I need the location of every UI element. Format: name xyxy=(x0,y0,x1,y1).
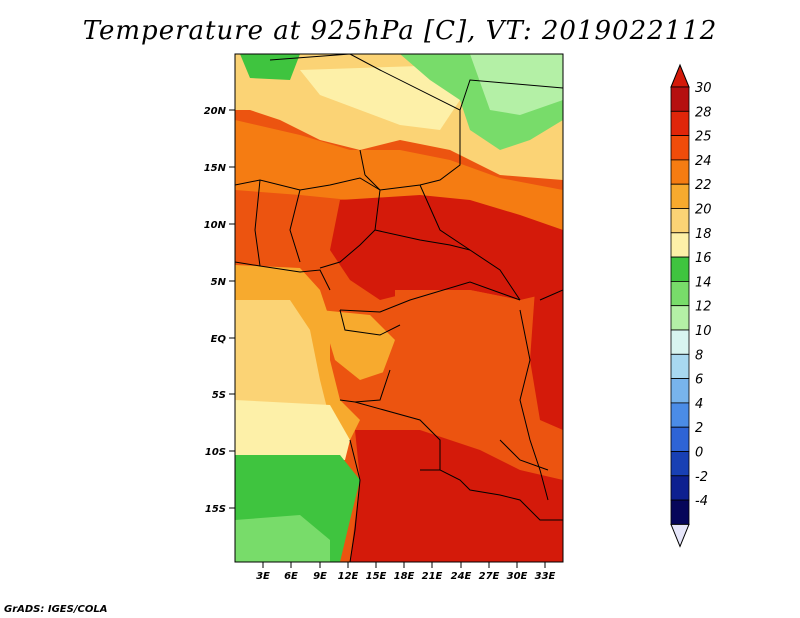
colorbar-label: 0 xyxy=(695,446,703,461)
map-frame xyxy=(234,53,564,563)
lat-tick-5s: 5S xyxy=(212,390,226,401)
colorbar-label: -2 xyxy=(695,470,708,485)
colorbar-label: 6 xyxy=(695,373,703,388)
colorbar-swatch xyxy=(670,353,690,379)
map-title: Temperature at 925hPa [C], VT: 201902211… xyxy=(82,16,718,46)
lat-tick-5n: 5N xyxy=(211,277,227,288)
colorbar-label: 12 xyxy=(695,300,712,315)
colorbar-swatch xyxy=(670,256,690,282)
colorbar-swatch xyxy=(670,475,690,501)
colorbar-swatch xyxy=(670,402,690,428)
colorbar-swatch xyxy=(670,159,690,185)
colorbar-label: 10 xyxy=(695,324,712,339)
colorbar-label: 22 xyxy=(695,178,712,193)
colorbar-top-arrow xyxy=(670,63,690,88)
colorbar-swatch xyxy=(670,86,690,112)
lon-tick-3e: 3E xyxy=(256,571,270,582)
colorbar-label: -4 xyxy=(695,494,708,509)
lon-tick-24e: 24E xyxy=(451,571,472,582)
colorbar-swatch xyxy=(670,378,690,404)
colorbar-label: 30 xyxy=(695,81,712,96)
lon-tick-21e: 21E xyxy=(422,571,443,582)
lat-tick-20n: 20N xyxy=(204,106,227,117)
lat-tick-10s: 10S xyxy=(205,447,226,458)
colorbar-swatch xyxy=(670,183,690,209)
country-borders xyxy=(235,54,563,562)
lat-axis: 20N 15N 10N 5N EQ 5S 10S 15S xyxy=(204,106,235,515)
colorbar-label: 28 xyxy=(695,105,712,120)
colorbar-label: 2 xyxy=(695,421,703,436)
colorbar-label: 4 xyxy=(695,397,703,412)
colorbar-swatch xyxy=(670,451,690,477)
colorbar-swatch xyxy=(670,232,690,258)
colorbar-label: 14 xyxy=(695,275,712,290)
lon-tick-30e: 30E xyxy=(507,571,528,582)
colorbar-swatch xyxy=(670,329,690,355)
colorbar-swatch xyxy=(670,280,690,307)
colorbar-bottom-arrow xyxy=(670,523,690,548)
lon-tick-33e: 33E xyxy=(535,571,556,582)
colorbar-label: 24 xyxy=(695,154,712,169)
temperature-field xyxy=(235,54,563,562)
lon-axis: 3E 6E 9E 12E 15E 18E 21E 24E 27E 30E 33E xyxy=(256,562,556,582)
lat-tick-10n: 10N xyxy=(204,220,227,231)
colorbar-swatch xyxy=(670,305,690,331)
lon-tick-9e: 9E xyxy=(313,571,327,582)
lon-tick-6e: 6E xyxy=(284,571,298,582)
lat-tick-15n: 15N xyxy=(204,163,227,174)
colorbar-label: 16 xyxy=(695,251,712,266)
grads-credit: GrADS: IGES/COLA xyxy=(4,604,108,615)
lat-tick-15s: 15S xyxy=(205,504,226,515)
colorbar-swatch xyxy=(670,499,690,525)
lon-tick-12e: 12E xyxy=(338,571,359,582)
lon-tick-27e: 27E xyxy=(479,571,500,582)
lat-tick-eq: EQ xyxy=(211,334,227,345)
colorbar-swatch xyxy=(670,110,690,137)
colorbar-swatch xyxy=(670,426,690,452)
colorbar-label: 20 xyxy=(695,203,712,218)
colorbar-label: 18 xyxy=(695,227,712,242)
lon-tick-18e: 18E xyxy=(394,571,415,582)
colorbar-label: 8 xyxy=(695,348,703,363)
colorbar-label: 25 xyxy=(695,130,712,145)
colorbar-swatch xyxy=(670,135,690,161)
lon-tick-15e: 15E xyxy=(366,571,387,582)
colorbar-swatch xyxy=(670,208,690,234)
